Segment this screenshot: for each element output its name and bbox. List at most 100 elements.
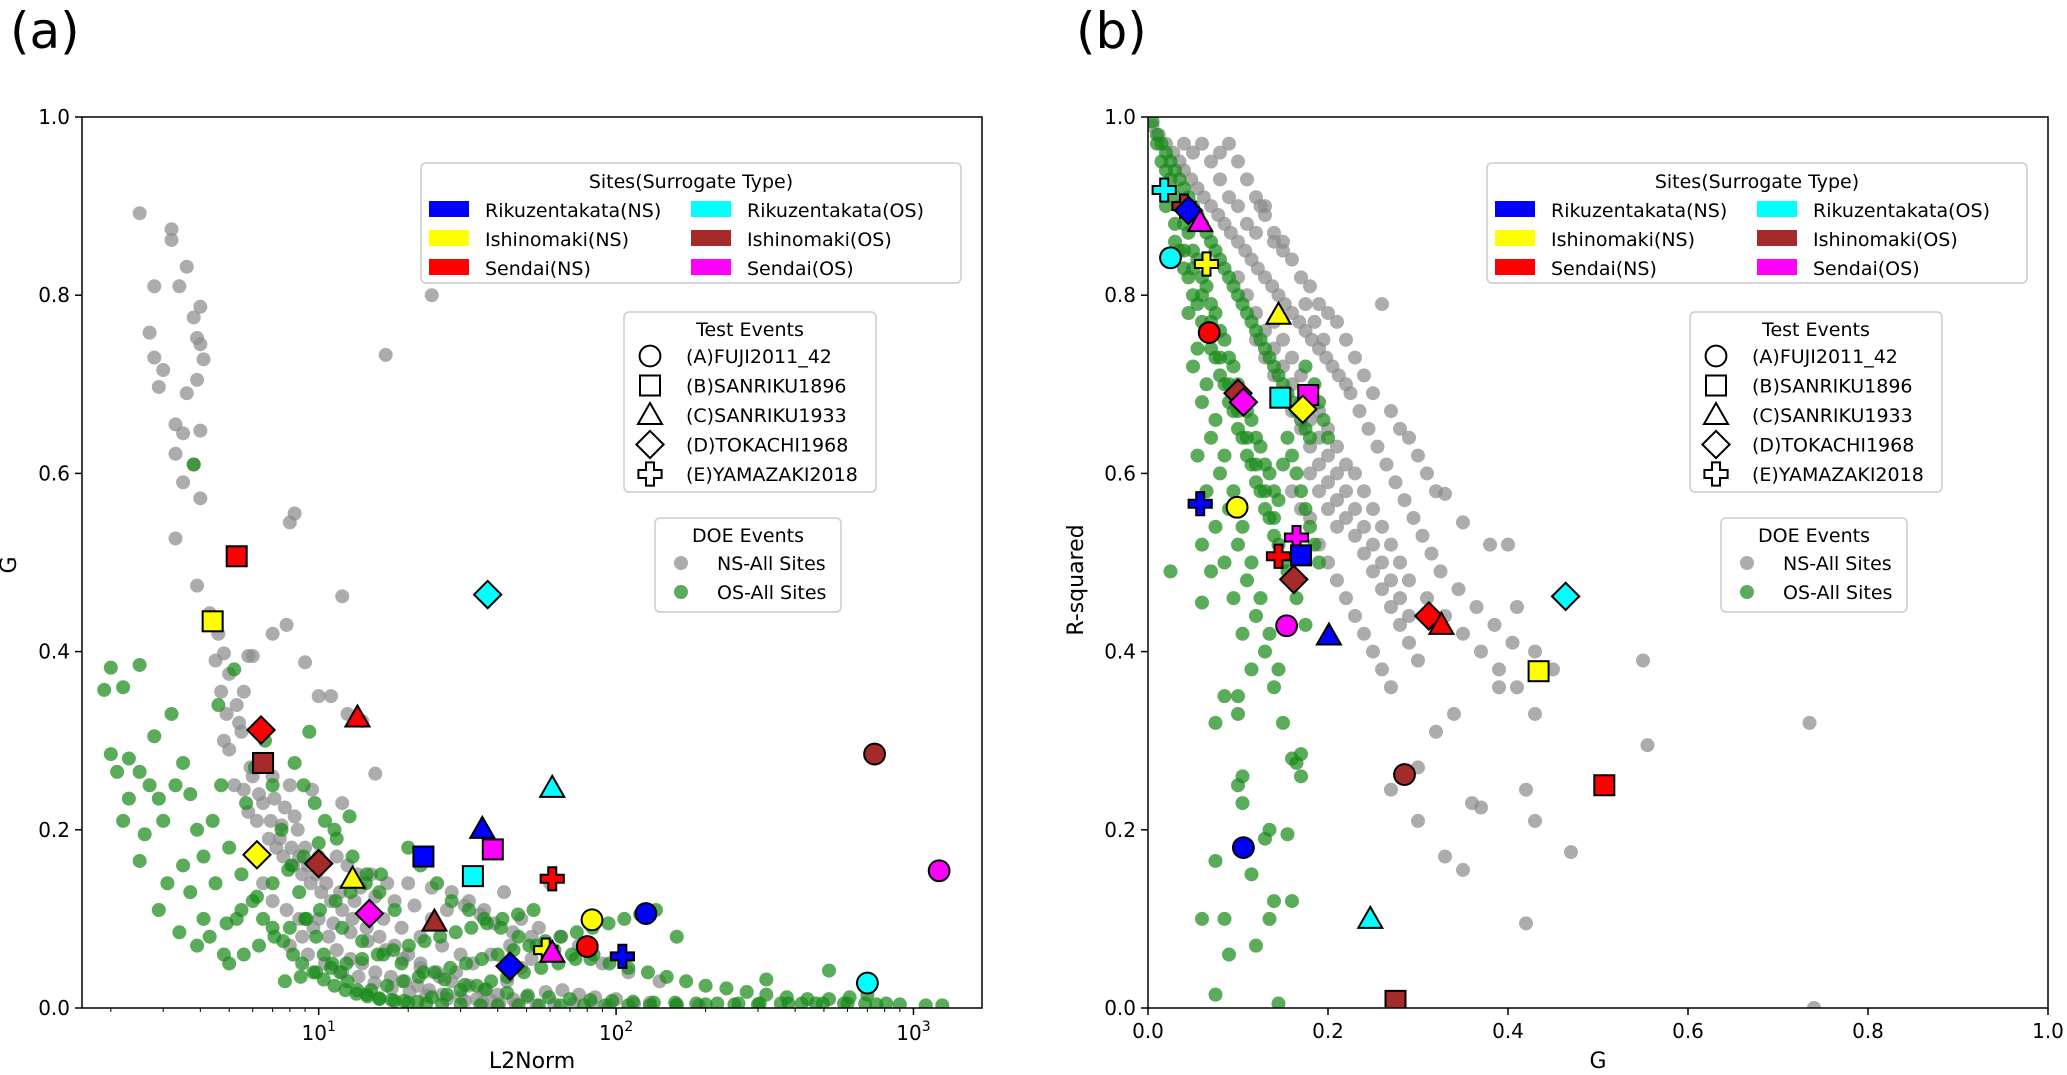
ns-point	[229, 698, 244, 713]
legend-doe-frame	[654, 517, 842, 613]
ns-point	[1402, 635, 1416, 650]
ns-point	[1528, 706, 1542, 721]
os-point	[430, 876, 445, 891]
os-point	[773, 996, 788, 1008]
ns-point	[335, 796, 350, 811]
os-point	[461, 902, 476, 917]
ns-point	[1402, 430, 1416, 445]
os-point	[646, 995, 661, 1008]
os-point	[338, 983, 353, 998]
legend-sites: Sites(Surrogate Type) Rikuzentakata(NS) Ri…	[420, 162, 962, 284]
os-point	[1244, 662, 1259, 677]
os-point	[439, 987, 454, 1002]
os-point	[342, 809, 357, 824]
os-point	[1289, 591, 1304, 606]
ns-point	[1366, 644, 1380, 659]
os-point	[1253, 439, 1268, 454]
os-point	[265, 876, 280, 891]
x-tick-label: 103	[896, 1019, 930, 1045]
os-point	[605, 993, 620, 1008]
ns-point	[193, 423, 208, 438]
panel-a: (a) 0.0 0.2 0.4 0.6 0.8 1.0 101 102 103 Sites(Sur…	[0, 2, 983, 1074]
test-point	[338, 864, 367, 889]
os-point	[1190, 448, 1205, 463]
test-point	[856, 971, 879, 995]
os-point	[103, 660, 118, 675]
os-point	[1195, 288, 1209, 303]
test-point	[1315, 621, 1343, 646]
os-point	[626, 994, 640, 1008]
os-point	[156, 813, 171, 828]
ns-point	[1267, 225, 1281, 240]
legend-doe-marker	[1740, 556, 1754, 570]
os-point	[401, 938, 416, 953]
os-point	[252, 938, 267, 953]
x-tick-label: 102	[599, 1019, 633, 1045]
os-point	[256, 911, 271, 926]
os-point	[511, 907, 526, 922]
ns-point	[1339, 457, 1353, 472]
ns-point	[276, 849, 291, 864]
os-point	[328, 894, 343, 909]
ns-point	[1240, 216, 1254, 231]
legend-doe-label: OS-All Sites	[717, 582, 826, 604]
test-point	[539, 866, 565, 892]
ns-point	[1339, 484, 1353, 499]
ns-point	[1802, 715, 1817, 730]
os-point	[490, 947, 505, 962]
ns-point	[193, 337, 208, 352]
os-point	[583, 992, 598, 1007]
ns-point	[1483, 537, 1497, 552]
ns-point	[279, 617, 294, 632]
legend-sites-frame	[1486, 162, 2028, 284]
ns-point	[256, 876, 271, 891]
test-point	[1151, 177, 1177, 203]
os-point	[298, 911, 313, 926]
test-point	[863, 742, 886, 766]
legend-event-label: (D)TOKACHI1968	[1752, 435, 1914, 457]
os-point	[214, 778, 229, 793]
ns-point	[1519, 916, 1533, 931]
os-point	[160, 876, 175, 891]
test-point	[303, 848, 334, 879]
os-point	[892, 997, 907, 1008]
legend-swatch	[429, 230, 469, 246]
os-point	[202, 929, 217, 944]
os-point	[1222, 947, 1236, 962]
test-point	[412, 845, 435, 868]
os-point	[110, 764, 125, 779]
ns-point	[1330, 439, 1344, 454]
os-point	[1258, 484, 1272, 499]
ns-point	[298, 655, 313, 670]
os-point	[1280, 827, 1295, 842]
ns-point	[1366, 386, 1380, 401]
ns-point	[1438, 486, 1452, 501]
os-point	[1271, 996, 1286, 1008]
ns-point	[265, 626, 280, 641]
os-point	[1150, 136, 1164, 151]
ns-point	[290, 822, 305, 837]
os-point	[103, 747, 118, 762]
os-point	[295, 956, 310, 971]
ns-point	[186, 310, 201, 325]
os-point	[1199, 377, 1214, 392]
os-point	[1249, 938, 1263, 953]
panel-b: (b) 0.0 0.2 0.4 0.6 0.8 1.0 0.0 0.2 0.4 0.6 0.8 1.0…	[1064, 2, 2064, 1074]
ns-point	[1303, 279, 1317, 294]
ns-point	[1312, 484, 1326, 499]
ns-point	[1348, 466, 1362, 481]
ns-point	[168, 446, 183, 461]
os-point	[345, 849, 360, 864]
os-point	[1217, 332, 1232, 347]
os-point	[316, 947, 331, 962]
axes-frame	[1147, 116, 2049, 1009]
ns-point	[1469, 600, 1484, 615]
ns-point	[1379, 457, 1394, 472]
test-point	[1593, 774, 1616, 797]
os-point	[1217, 689, 1232, 704]
ns-point	[1195, 136, 1209, 151]
os-point	[1240, 573, 1254, 588]
os-point	[296, 778, 311, 793]
ns-point	[1276, 332, 1290, 347]
legend-events: Test Events (A)FUJI2011_42 (B)SANRIKU1896 (…	[1689, 311, 1943, 493]
